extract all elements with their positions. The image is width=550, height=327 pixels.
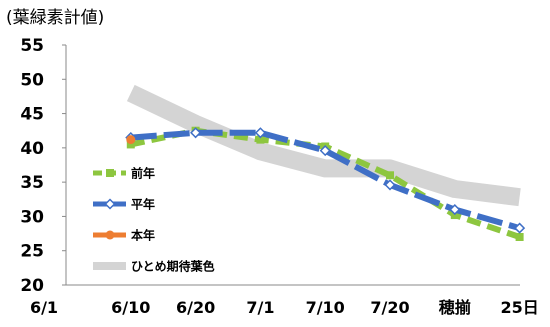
legend-marker <box>104 198 116 210</box>
y-tick-label: 55 <box>20 36 44 56</box>
data-point <box>384 179 396 191</box>
data-point <box>515 233 524 241</box>
data-point <box>449 204 461 216</box>
data-point <box>126 140 135 149</box>
x-tick-label: 25日 <box>500 298 538 317</box>
y-tick-label: 45 <box>20 105 44 125</box>
data-point <box>254 127 266 139</box>
x-tick-label: 6/1 <box>30 298 58 317</box>
series-layer <box>125 84 526 241</box>
legend-label: ひとめ期待葉色 <box>131 259 215 274</box>
legend-item: ひとめ期待葉色 <box>93 259 215 274</box>
data-point <box>126 135 136 145</box>
series-3 <box>126 84 521 207</box>
legend-item: 前年 <box>93 166 155 181</box>
x-tick-label: 6/10 <box>111 298 150 317</box>
y-tick-label: 30 <box>20 207 44 227</box>
series-line <box>126 84 521 207</box>
y-tick-label: 35 <box>20 173 44 193</box>
x-tick-label: 7/20 <box>370 298 409 317</box>
data-point <box>319 145 331 157</box>
data-point <box>256 135 265 144</box>
legend-item: 平年 <box>93 197 155 212</box>
legend-label: 平年 <box>131 197 155 212</box>
chart-title: (葉緑素計値) <box>6 8 104 28</box>
legend-label: 本年 <box>131 228 155 243</box>
x-axis-ticks: 6/1 6/10 6/20 7/1 7/10 7/20 穂揃 25日 <box>30 298 539 317</box>
legend-marker <box>105 230 115 240</box>
x-tick-label: 7/1 <box>246 298 274 317</box>
series-1 <box>125 127 526 234</box>
x-tick-label: 6/20 <box>176 298 215 317</box>
y-axis-ticks: 20 25 30 35 40 45 50 55 <box>20 36 66 296</box>
legend-label: 前年 <box>131 166 155 181</box>
x-tick-label: 穂揃 <box>439 298 471 317</box>
series-2 <box>126 135 136 145</box>
data-point <box>386 171 394 180</box>
legend-item: 本年 <box>93 228 155 243</box>
legend-marker <box>106 169 114 177</box>
y-tick-label: 50 <box>20 70 44 90</box>
data-point <box>190 127 202 139</box>
data-point <box>514 222 526 234</box>
y-tick-label: 20 <box>20 276 44 296</box>
y-tick-label: 25 <box>20 242 44 262</box>
y-tick-label: 40 <box>20 139 44 159</box>
x-tick-label: 7/10 <box>306 298 345 317</box>
